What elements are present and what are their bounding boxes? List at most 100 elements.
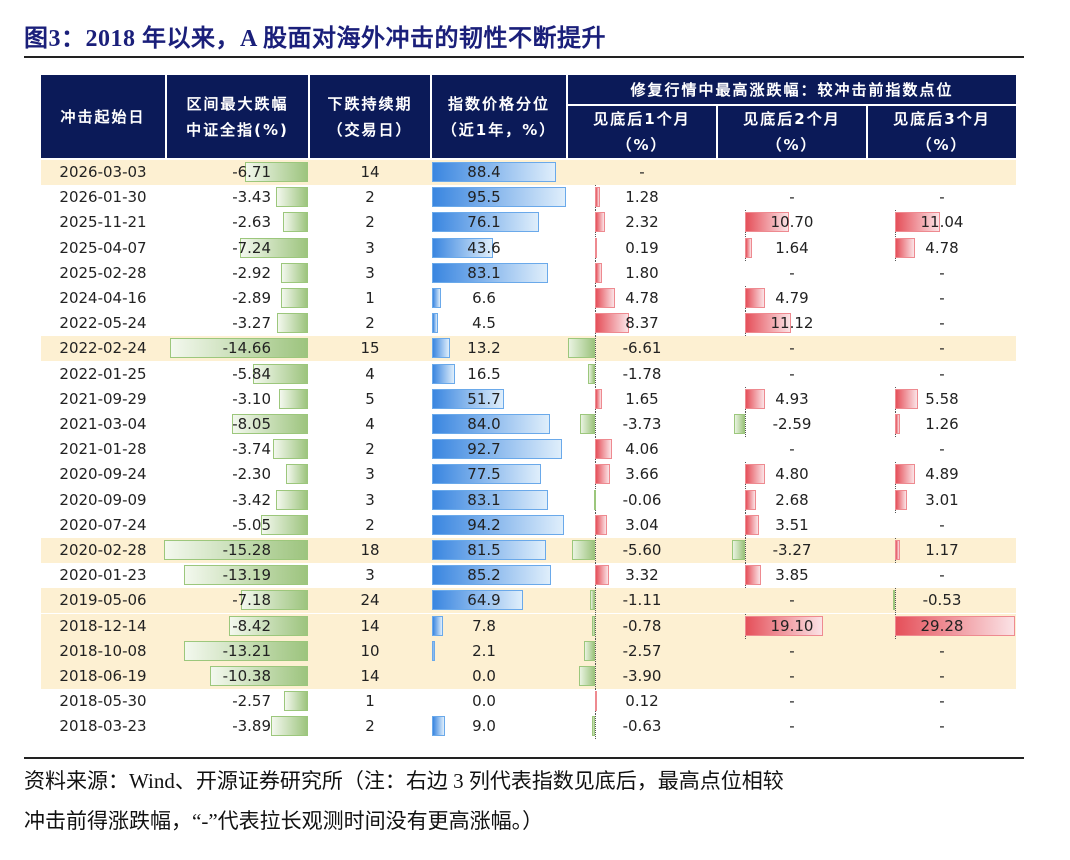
m1-cell: -3.73 <box>622 415 662 433</box>
table-row: 2020-07-24 -5.05 2 94.2 3.04 3.51 - <box>41 512 1016 538</box>
m1-axis <box>595 638 596 664</box>
m2-cell: - <box>789 364 795 383</box>
duration-cell: 24 <box>360 591 380 610</box>
percentile-bar <box>432 540 547 560</box>
max-drop-cell: -10.38 <box>222 667 271 685</box>
m2-cell: - <box>789 591 795 610</box>
percentile-bar <box>432 716 445 737</box>
m1-cell: -6.61 <box>622 339 662 358</box>
header-m1: 见底后1个月 （%） <box>568 106 716 158</box>
max-drop-bar <box>184 565 308 586</box>
max-drop-bar <box>283 691 308 712</box>
header-duration-line1: 下跌持续期 <box>327 94 413 113</box>
duration-cell: 14 <box>360 163 380 181</box>
date-cell: 2018-10-08 <box>59 641 147 660</box>
m1-loss-bar <box>591 615 595 636</box>
percentile-cell: 83.1 <box>467 490 501 509</box>
percentile-bar <box>432 338 451 359</box>
max-drop-bar <box>260 514 308 535</box>
max-drop-cell: -7.18 <box>232 591 271 610</box>
max-drop-cell: -2.63 <box>232 213 271 232</box>
duration-cell: 1 <box>365 692 375 711</box>
m3-cell: 3.01 <box>925 490 959 509</box>
max-drop-bar <box>277 313 308 334</box>
date-cell: 2020-09-09 <box>59 490 147 509</box>
m2-gain-bar <box>745 288 765 308</box>
m1-gain-bar <box>595 212 605 233</box>
percentile-cell: 0.0 <box>472 692 496 711</box>
m3-gain-bar <box>895 615 1016 636</box>
m1-cell: 0.19 <box>625 238 659 257</box>
m1-cell: 1.80 <box>625 263 659 282</box>
m1-cell: 2.32 <box>625 213 659 232</box>
m2-cell: 4.93 <box>775 389 809 408</box>
m2-cell: 2.68 <box>775 490 809 509</box>
m3-cell: - <box>939 188 945 207</box>
m3-cell: 1.17 <box>925 541 959 559</box>
percentile-bar <box>432 565 552 586</box>
m2-gain-bar <box>745 615 824 636</box>
m1-cell: -2.57 <box>622 641 662 660</box>
m2-cell: 3.51 <box>775 515 809 534</box>
percentile-cell: 95.5 <box>467 188 501 207</box>
max-drop-cell: -13.21 <box>222 641 271 660</box>
table-row: 2018-05-30 -2.57 1 0.0 0.12 - - <box>41 689 1016 715</box>
duration-cell: 3 <box>365 566 375 585</box>
m1-loss-bar <box>579 666 595 686</box>
m1-axis <box>595 412 596 437</box>
m1-cell: 3.66 <box>625 465 659 484</box>
m2-gain-bar <box>745 464 765 485</box>
table-row: 2020-09-09 -3.42 3 83.1 -0.06 2.68 3.01 <box>41 487 1016 513</box>
percentile-bar <box>432 615 443 636</box>
duration-cell: 3 <box>365 238 375 257</box>
m3-cell: 11.04 <box>920 213 964 232</box>
m2-gain-bar <box>745 212 789 233</box>
table-row: 2025-04-07 -7.24 3 43.6 0.19 1.64 4.78 <box>41 235 1016 261</box>
max-drop-bar <box>253 363 308 384</box>
max-drop-bar <box>244 162 308 182</box>
max-drop-bar <box>275 489 308 510</box>
max-drop-cell: -7.24 <box>232 238 271 257</box>
m1-cell: 3.32 <box>625 566 659 585</box>
percentile-bar <box>432 464 541 485</box>
m2-axis <box>745 538 746 563</box>
m2-cell: -3.27 <box>772 541 812 559</box>
percentile-cell: 83.1 <box>467 263 501 282</box>
m2-axis <box>745 412 746 437</box>
m2-cell: 10.70 <box>770 213 814 232</box>
percentile-cell: 88.4 <box>467 163 501 181</box>
m1-gain-bar <box>595 514 608 535</box>
m1-gain-bar <box>595 388 602 409</box>
m3-gain-bar <box>895 414 901 434</box>
percentile-cell: 94.2 <box>467 515 501 534</box>
table-row: 2022-05-24 -3.27 2 4.5 8.37 11.12 - <box>41 311 1016 337</box>
max-drop-cell: -3.42 <box>232 490 271 509</box>
m2-cell: 19.10 <box>770 616 814 635</box>
table-row: 2018-06-19 -10.38 14 0.0 -3.90 - - <box>41 664 1016 689</box>
m3-gain-bar <box>895 489 908 510</box>
date-cell: 2022-01-25 <box>59 364 147 383</box>
m3-cell: 4.78 <box>925 238 959 257</box>
m3-cell: 29.28 <box>920 616 964 635</box>
m1-loss-bar <box>590 590 595 611</box>
max-drop-bar <box>228 615 308 636</box>
m3-cell: -0.53 <box>922 591 962 610</box>
table-row: 2022-02-24 -14.66 15 13.2 -6.61 - - <box>41 336 1016 362</box>
date-cell: 2019-05-06 <box>59 591 147 610</box>
m1-cell: 3.04 <box>625 515 659 534</box>
m1-axis <box>595 487 596 513</box>
m3-gain-bar <box>895 464 916 485</box>
m3-gain-bar <box>895 540 900 560</box>
percentile-bar <box>432 288 442 308</box>
max-drop-bar <box>232 414 308 434</box>
m1-loss-bar <box>572 540 595 560</box>
max-drop-bar <box>183 640 308 661</box>
date-cell: 2026-03-03 <box>59 163 147 181</box>
header-recovery-group: 修复行情中最高涨跌幅：较冲击前指数点位 <box>568 75 1016 104</box>
max-drop-bar <box>210 666 308 686</box>
m1-cell: 1.28 <box>625 188 659 207</box>
m2-gain-bar <box>745 565 761 586</box>
percentile-cell: 16.5 <box>467 364 501 383</box>
percentile-cell: 0.0 <box>472 667 496 685</box>
percentile-cell: 51.7 <box>467 389 501 408</box>
